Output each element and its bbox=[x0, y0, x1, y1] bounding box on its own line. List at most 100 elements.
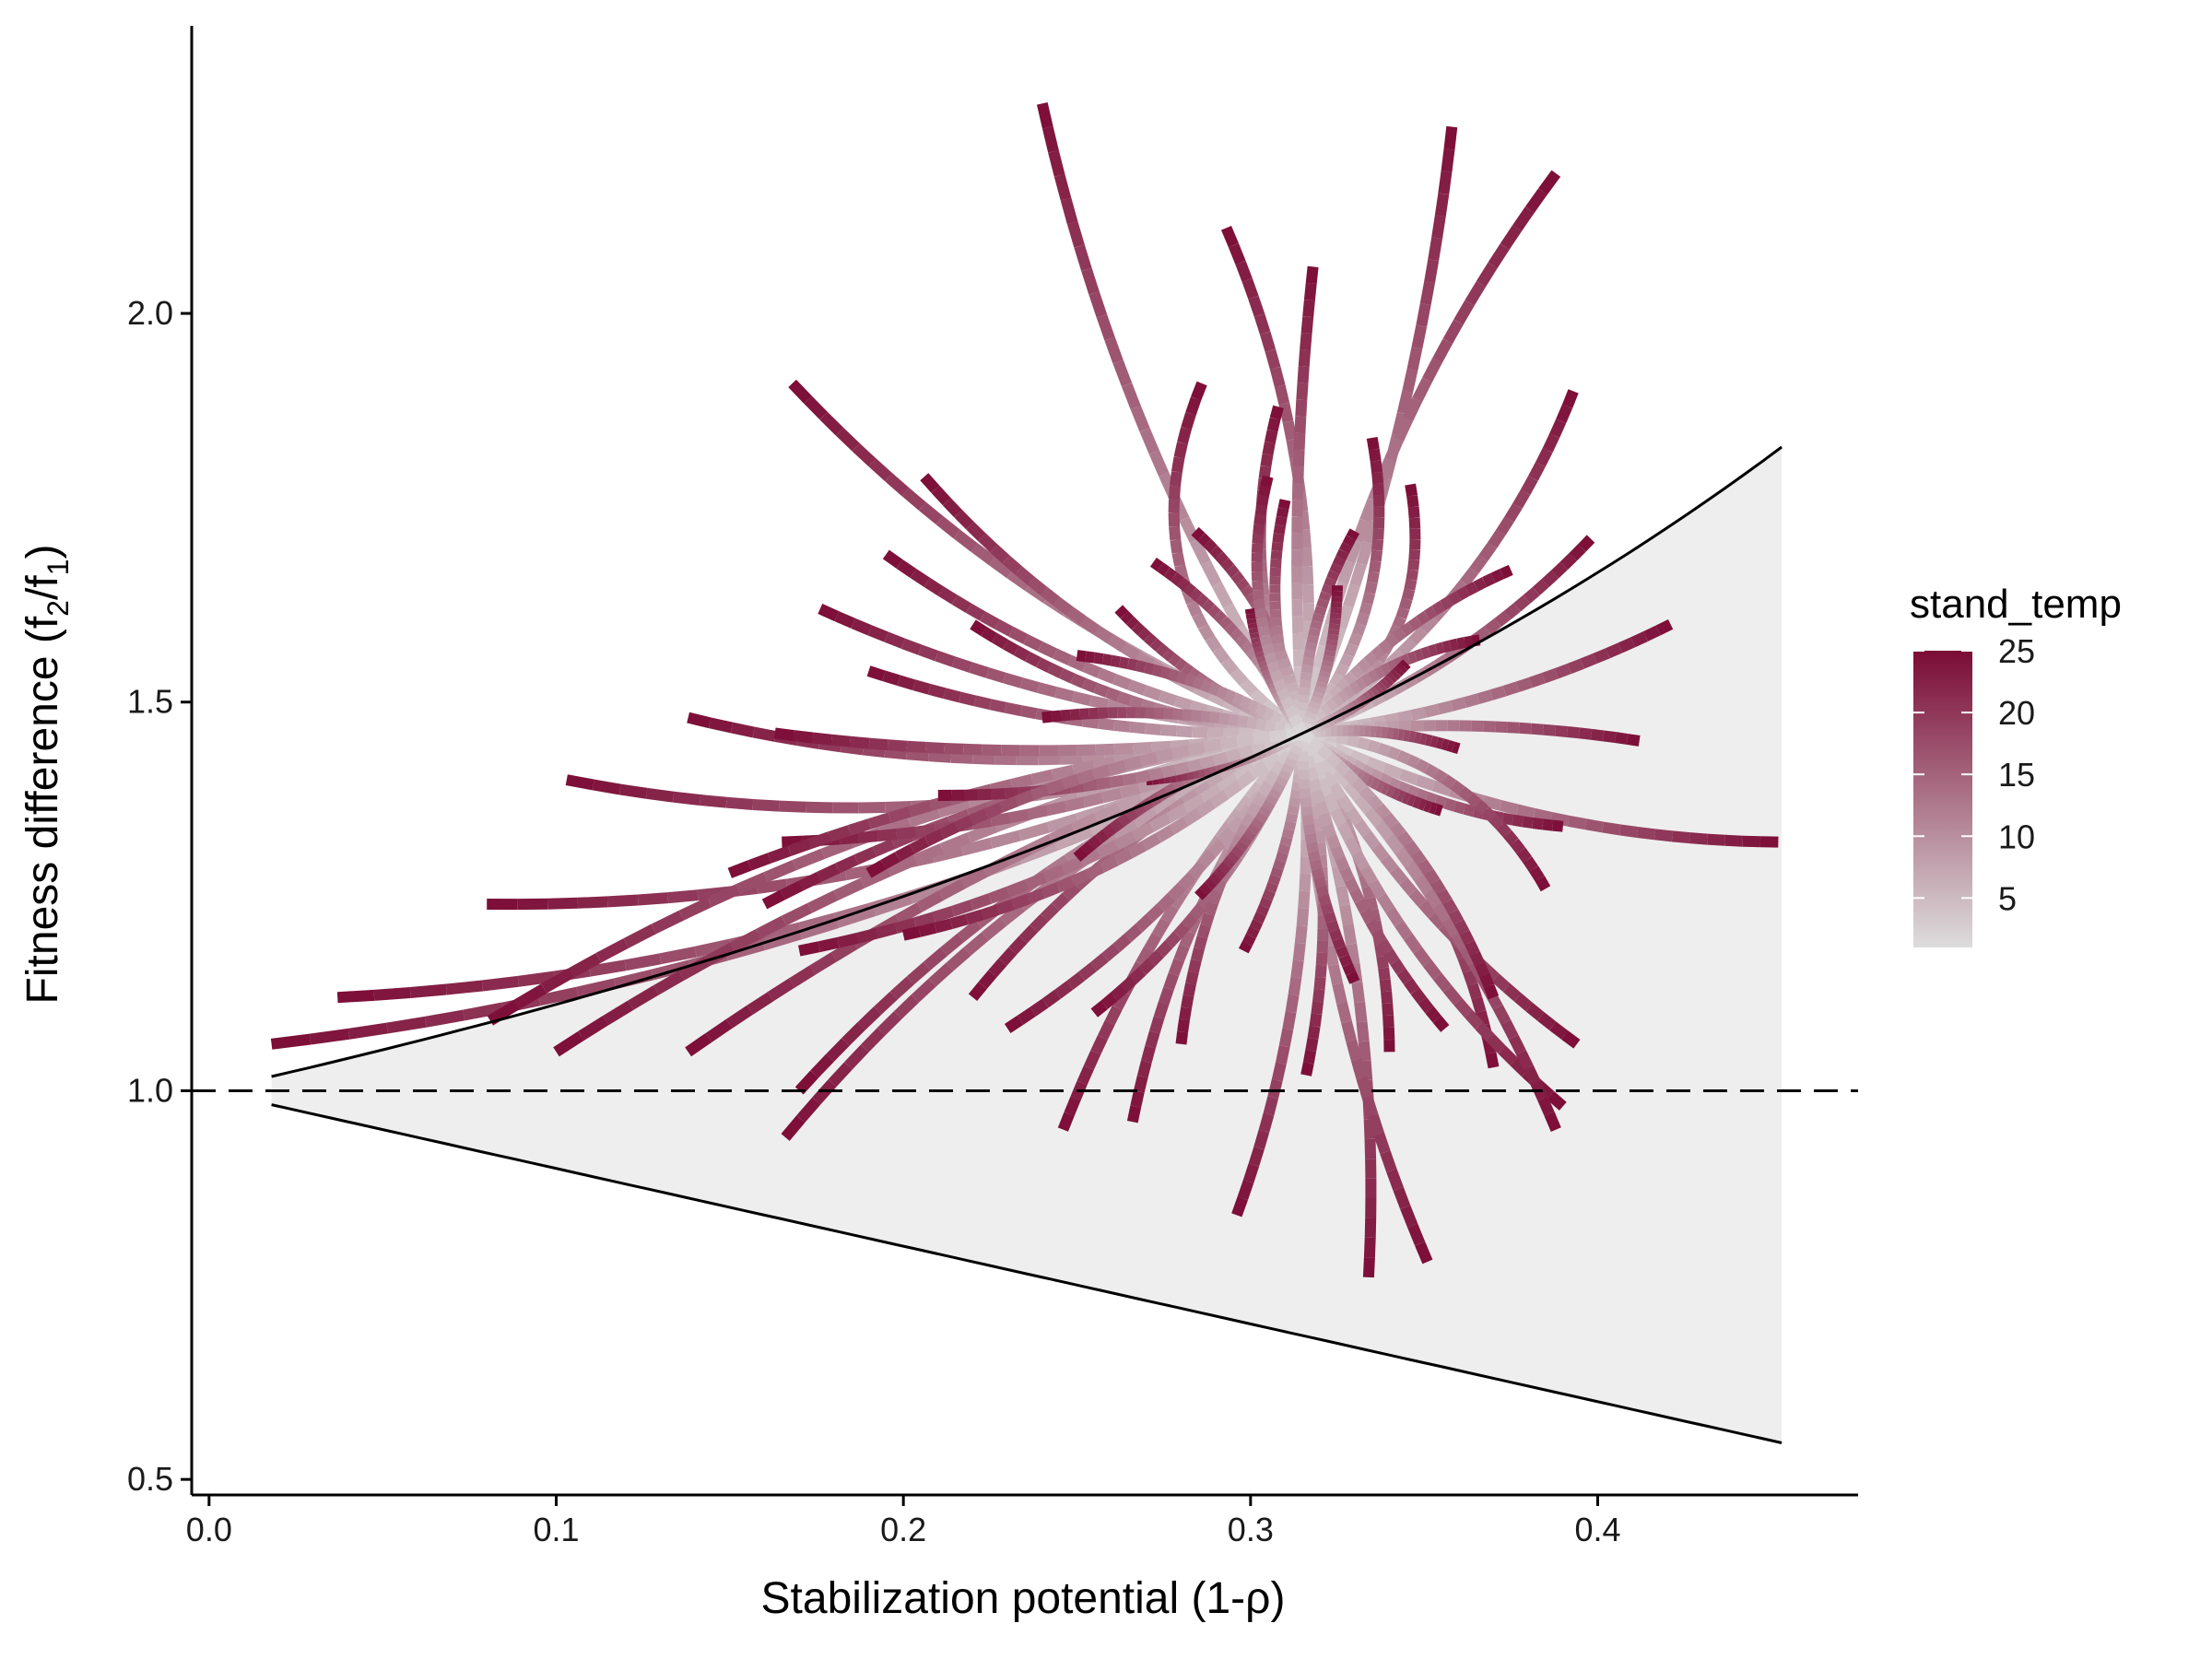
trajectory-segment bbox=[858, 802, 886, 814]
trajectory-segment bbox=[1318, 670, 1331, 679]
trajectory-segment bbox=[928, 750, 951, 763]
trajectory-segment bbox=[1147, 949, 1165, 967]
trajectory-segment bbox=[1037, 682, 1058, 698]
trajectory-segment bbox=[1343, 685, 1356, 699]
trajectory-segment bbox=[1555, 724, 1569, 737]
trajectory-segment bbox=[1344, 836, 1362, 857]
trajectory-segment bbox=[1348, 749, 1371, 767]
trajectory-segment bbox=[1218, 861, 1231, 875]
trajectory-segment bbox=[1237, 744, 1254, 759]
trajectory-segment bbox=[1500, 1019, 1519, 1041]
trajectory-segment bbox=[1332, 982, 1347, 1005]
trajectory-segment bbox=[1310, 695, 1324, 705]
trajectory-segment bbox=[1091, 764, 1112, 780]
trajectory-segment bbox=[1369, 769, 1383, 783]
trajectory-segment bbox=[901, 488, 926, 511]
trajectory-segment bbox=[991, 632, 1008, 650]
trajectory-segment bbox=[1218, 827, 1236, 846]
trajectory-segment bbox=[1211, 878, 1227, 894]
trajectory-segment bbox=[812, 732, 832, 746]
trajectory-segment bbox=[1004, 787, 1018, 800]
trajectory-segment bbox=[990, 812, 1011, 827]
trajectory-segment bbox=[1372, 683, 1384, 696]
trajectory-segment bbox=[1276, 658, 1288, 669]
trajectory-segment bbox=[747, 992, 774, 1015]
trajectory-segment bbox=[1381, 726, 1388, 739]
trajectory-segment bbox=[553, 1030, 584, 1057]
trajectory-segment bbox=[1382, 1015, 1394, 1029]
trajectory-segment bbox=[1190, 947, 1205, 962]
trajectory-segment bbox=[957, 919, 982, 943]
trajectory-segment bbox=[868, 458, 893, 482]
trajectory-segment bbox=[1361, 1095, 1379, 1117]
trajectory-segment bbox=[1204, 877, 1218, 890]
trajectory bbox=[1041, 707, 1304, 739]
trajectory-segment bbox=[1159, 786, 1184, 807]
trajectory-segment bbox=[1479, 972, 1495, 989]
trajectory-segment bbox=[1371, 471, 1384, 485]
trajectory-segment bbox=[1235, 771, 1256, 790]
trajectory-segment bbox=[1406, 569, 1419, 582]
trajectory-segment bbox=[885, 473, 910, 497]
x-tick-label: 0.4 bbox=[1574, 1511, 1620, 1548]
trajectory-segment bbox=[1258, 806, 1272, 818]
trajectory-segment bbox=[1298, 349, 1312, 368]
trajectory-segment bbox=[1179, 930, 1195, 948]
trajectory-segment bbox=[1171, 551, 1185, 567]
trajectory-segment bbox=[866, 665, 886, 682]
trajectory-segment bbox=[1549, 418, 1567, 439]
trajectory-segment bbox=[1038, 641, 1058, 659]
trajectory-segment bbox=[1247, 823, 1261, 836]
trajectory-segment bbox=[1316, 940, 1329, 954]
trajectory-segment bbox=[1356, 658, 1371, 673]
trajectory-segment bbox=[1277, 749, 1293, 767]
trajectory-segment bbox=[1431, 780, 1453, 796]
trajectory-segment bbox=[1332, 936, 1347, 950]
trajectory-segment bbox=[1423, 703, 1441, 718]
trajectory-segment bbox=[1194, 887, 1207, 900]
trajectory-segment bbox=[897, 675, 916, 690]
trajectory-segment bbox=[709, 717, 734, 734]
trajectory-segment bbox=[1008, 935, 1028, 955]
trajectory-segment bbox=[1379, 979, 1393, 993]
trajectory-segment bbox=[1196, 924, 1211, 939]
trajectory-segment bbox=[876, 923, 898, 939]
trajectory-segment bbox=[927, 684, 947, 699]
trajectory-segment bbox=[687, 712, 712, 729]
trajectory-segment bbox=[1263, 672, 1276, 681]
trajectory-segment bbox=[1252, 641, 1265, 649]
trajectory-segment bbox=[1003, 672, 1023, 688]
trajectory-segment bbox=[1081, 677, 1098, 693]
trajectory-segment bbox=[1435, 736, 1444, 749]
trajectory-segment bbox=[1192, 677, 1205, 690]
trajectory-segment bbox=[1265, 676, 1277, 686]
trajectory-segment bbox=[1120, 610, 1135, 625]
trajectory-segment bbox=[867, 625, 888, 642]
trajectory-segment bbox=[1292, 942, 1306, 961]
trajectory-segment bbox=[1277, 843, 1291, 855]
trajectory-segment bbox=[730, 722, 755, 738]
trajectory-segment bbox=[1231, 1196, 1248, 1218]
trajectory-segment bbox=[1362, 519, 1380, 545]
trajectory-segment bbox=[1146, 903, 1165, 923]
trajectory-segment bbox=[1414, 732, 1422, 744]
trajectory-segment bbox=[1070, 781, 1085, 794]
trajectory-segment bbox=[1516, 804, 1536, 819]
trajectory-segment bbox=[1209, 712, 1220, 724]
trajectory-segment bbox=[1427, 643, 1439, 657]
trajectory-segment bbox=[1345, 806, 1363, 826]
trajectory-segment bbox=[1432, 338, 1453, 364]
trajectory-segment bbox=[940, 933, 965, 957]
trajectory-segment bbox=[651, 910, 685, 935]
trajectory-segment bbox=[1177, 871, 1196, 890]
trajectory-segment bbox=[1491, 973, 1511, 993]
trajectory-segment bbox=[1396, 781, 1411, 795]
trajectory-segment bbox=[1278, 769, 1292, 782]
trajectory-segment bbox=[1180, 769, 1189, 782]
trajectory-segment bbox=[862, 744, 886, 758]
trajectory-segment bbox=[1298, 890, 1311, 910]
trajectory-segment bbox=[1428, 237, 1443, 262]
axes: 0.0 0.1 0.2 0.3 0.4 0.5 1.0 1.5 2.0 bbox=[127, 26, 1858, 1548]
trajectory-segment bbox=[1269, 711, 1283, 725]
trajectory-segment bbox=[628, 985, 659, 1010]
